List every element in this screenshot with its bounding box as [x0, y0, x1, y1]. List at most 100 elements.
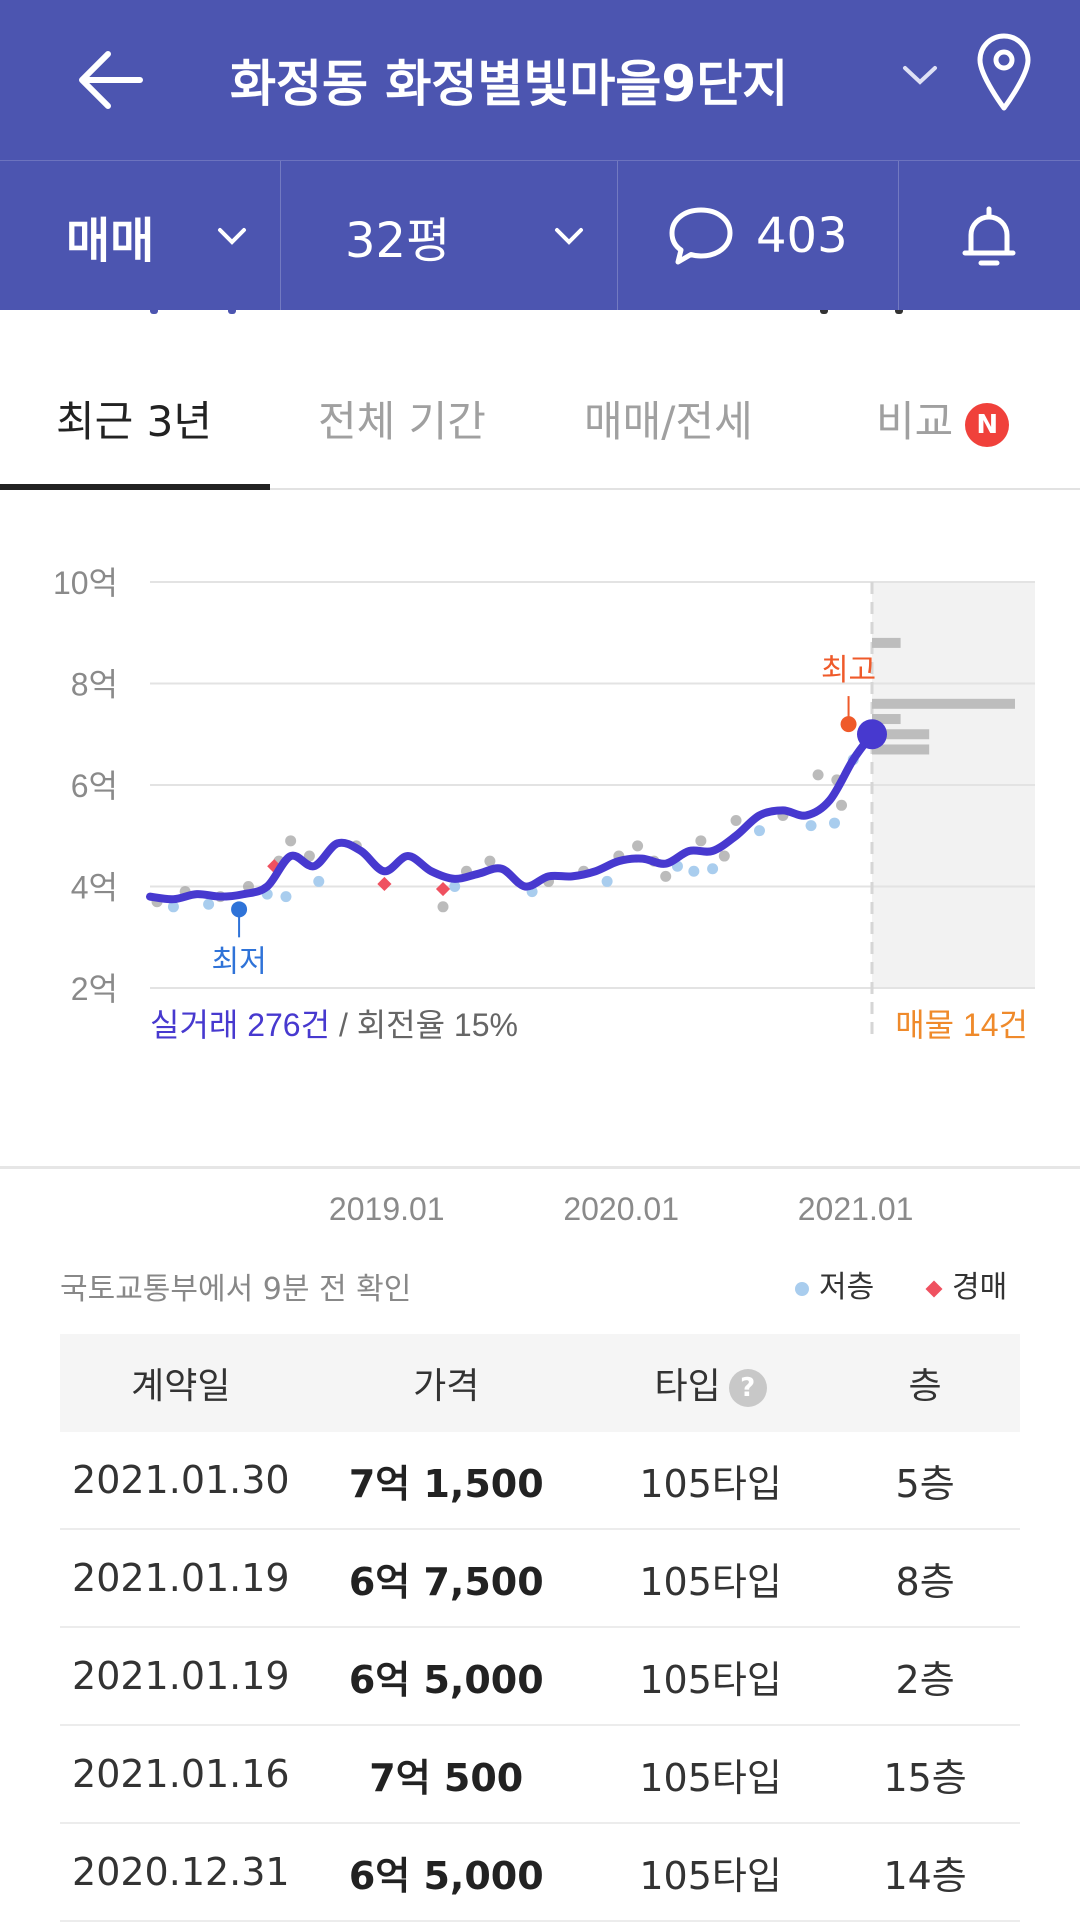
- section-divider: [0, 1166, 1080, 1169]
- size-label: 32평: [345, 213, 451, 269]
- tab-all-period[interactable]: 전체 기간: [318, 397, 486, 446]
- chevron-down-icon: [218, 228, 246, 245]
- map-pin-icon[interactable]: [972, 30, 1036, 114]
- y-tick-label: 10억: [53, 565, 118, 601]
- table-row[interactable]: 2020.12.31 6억 5,000 105타입 14층: [60, 1823, 1020, 1922]
- highest-label: 최고: [821, 654, 876, 687]
- turnover-rate: / 회전율 15%: [339, 1007, 518, 1040]
- low-floor-point: [449, 881, 461, 892]
- row-floor: 5층: [830, 1432, 1020, 1530]
- y-tick-label: 6억: [71, 768, 118, 804]
- comment-count: 403: [756, 208, 848, 264]
- table-header-row: 계약일 가격 타입? 층: [60, 1334, 1020, 1432]
- row-type: 105타입: [590, 1823, 831, 1922]
- row-date: 2020.12.31: [60, 1823, 302, 1922]
- x-axis: 2019.01 2020.01 2021.01: [329, 1191, 914, 1227]
- transaction-point: [437, 901, 449, 913]
- data-source-note: 국토교통부에서 9분 전 확인: [60, 1272, 412, 1307]
- row-floor: 2층: [830, 1627, 1020, 1726]
- tab-sale-lease[interactable]: 매매/전세: [584, 397, 753, 446]
- row-price: 6억 7,500: [301, 1529, 591, 1628]
- scrolled-content-edge: [0, 310, 1080, 318]
- back-arrow-icon[interactable]: [70, 40, 150, 120]
- legend-low-floor: 저층: [795, 1262, 874, 1306]
- divider: [617, 161, 618, 311]
- chat-bubble-icon: [669, 207, 733, 265]
- low-floor-point: [753, 825, 765, 837]
- y-tick-label: 2억: [71, 971, 118, 1007]
- table-row[interactable]: 2021.01.19 6억 5,000 105타입 2층: [60, 1627, 1020, 1726]
- auction-point: [435, 881, 451, 897]
- row-date: 2021.01.16: [60, 1725, 302, 1824]
- row-type: 105타입: [590, 1529, 831, 1628]
- tab-compare[interactable]: 비교 N: [876, 388, 1010, 449]
- page-title[interactable]: 화정동 화정별빛마을9단지: [230, 55, 789, 113]
- col-price: 가격: [301, 1334, 591, 1432]
- legend-auction: 경매: [925, 1262, 1007, 1306]
- active-tab-indicator: [0, 484, 270, 490]
- row-floor: 8층: [830, 1529, 1020, 1628]
- transactions-summary: 실거래 276건 / 회전율 15%: [150, 1007, 518, 1040]
- app-header: 화정동 화정별빛마을9단지 매매 32평 403: [0, 0, 1080, 311]
- y-tick-label: 4억: [71, 870, 118, 906]
- transaction-point: [695, 835, 707, 847]
- x-tick-label: 2019.01: [329, 1191, 445, 1227]
- header-top-bar: 화정동 화정별빛마을9단지: [0, 0, 1080, 160]
- x-tick-label: 2021.01: [798, 1191, 914, 1227]
- auction-point: [377, 876, 392, 892]
- deal-type-selector[interactable]: 매매: [0, 161, 280, 311]
- highest-point: [840, 716, 857, 733]
- chevron-down-icon[interactable]: [895, 50, 945, 100]
- low-floor-dot-icon: [795, 1281, 809, 1296]
- help-icon[interactable]: ?: [728, 1369, 767, 1407]
- transactions-table: 계약일 가격 타입? 층 2021.01.30 7억 1,500 105타입 5…: [60, 1334, 1020, 1922]
- table-row[interactable]: 2021.01.19 6억 7,500 105타입 8층: [60, 1529, 1020, 1628]
- listings-count: 매물 14건: [895, 1007, 1028, 1040]
- chevron-down-icon: [555, 228, 583, 245]
- period-tabs: 최근 3년 전체 기간 매매/전세 비교 N: [0, 360, 1080, 490]
- x-tick-label: 2020.01: [563, 1191, 679, 1227]
- row-type: 105타입: [590, 1432, 831, 1530]
- transaction-point: [718, 850, 730, 862]
- new-badge: N: [965, 402, 1010, 447]
- transaction-point: [660, 870, 672, 882]
- listing-bar: [872, 744, 930, 755]
- comments-button[interactable]: 403: [618, 161, 898, 311]
- col-floor: 층: [830, 1334, 1020, 1432]
- col-contract-date: 계약일: [60, 1334, 302, 1432]
- listing-bar: [872, 714, 901, 725]
- bell-icon: [962, 206, 1016, 266]
- low-floor-point: [203, 898, 215, 910]
- transaction-point: [285, 835, 297, 847]
- filter-bar: 매매 32평 403: [0, 160, 1080, 311]
- row-price: 7억 500: [301, 1725, 591, 1824]
- low-floor-point: [313, 875, 325, 887]
- tab-recent-3-years[interactable]: 최근 3년: [56, 397, 212, 446]
- auction-diamond-icon: [925, 1280, 943, 1297]
- transactions-count: 실거래 276건: [150, 1007, 339, 1040]
- row-type: 105타입: [590, 1725, 831, 1824]
- tabs-divider: [0, 488, 1080, 490]
- low-floor-point: [707, 863, 719, 875]
- low-floor-point: [805, 820, 817, 832]
- deal-type-label: 매매: [66, 213, 155, 269]
- size-selector[interactable]: 32평: [281, 161, 617, 311]
- row-date: 2021.01.30: [60, 1432, 302, 1530]
- divider: [898, 161, 899, 311]
- row-price: 6억 5,000: [301, 1823, 591, 1922]
- table-row[interactable]: 2021.01.30 7억 1,500 105타입 5층: [60, 1432, 1020, 1530]
- low-floor-point: [828, 817, 840, 829]
- table-row[interactable]: 2021.01.16 7억 500 105타입 15층: [60, 1725, 1020, 1824]
- transaction-point: [812, 769, 824, 781]
- col-type: 타입?: [590, 1334, 831, 1432]
- listing-bar: [872, 698, 1015, 709]
- row-type: 105타입: [590, 1627, 831, 1726]
- notification-button[interactable]: [899, 161, 1080, 311]
- listing-bar: [872, 637, 901, 648]
- listing-bar: [872, 729, 930, 740]
- y-tick-label: 8억: [71, 667, 118, 703]
- current-price-marker: [857, 719, 887, 750]
- row-date: 2021.01.19: [60, 1627, 302, 1726]
- divider: [280, 161, 281, 311]
